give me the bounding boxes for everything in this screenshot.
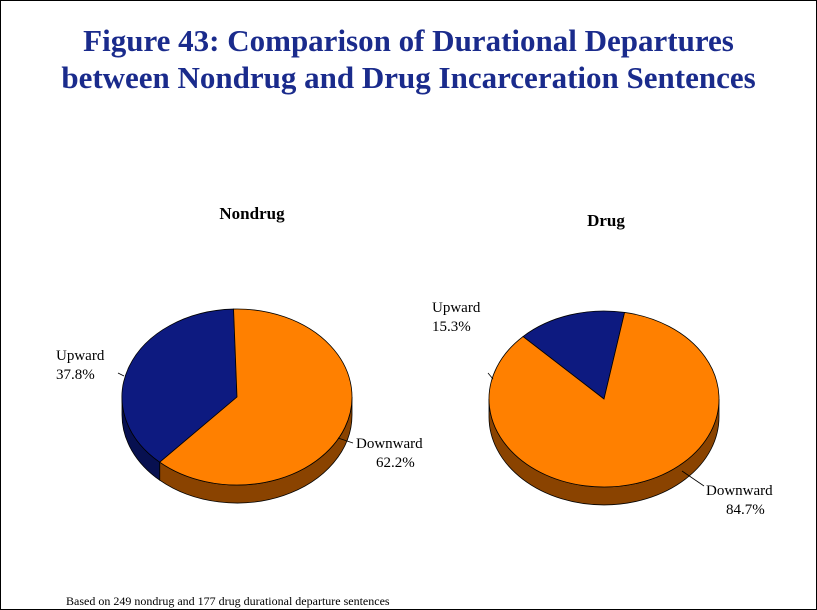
figure-title-line-1: Figure 43: Comparison of Durational Depa… <box>83 23 734 58</box>
footnote: Based on 249 nondrug and 177 drug durati… <box>66 594 390 608</box>
figure-title: Figure 43: Comparison of Durational Depa… <box>0 22 817 96</box>
pie-1-leader-1 <box>681 470 705 487</box>
pie-1-slice-upward <box>522 310 626 400</box>
pie-1-slice-downward <box>488 311 720 488</box>
pie-0-slice-upward <box>121 308 238 463</box>
pie-0-slice-downward <box>159 308 353 486</box>
pie-0-leader-0 <box>117 372 125 377</box>
pie-1-label-1: Downward 84.7% <box>706 483 773 518</box>
pie-1-label-0: Upward 15.3% <box>432 300 481 335</box>
pie-0-label-0: Upward 37.8% <box>56 348 105 383</box>
pie-1-leader-0 <box>487 372 494 380</box>
figure-title-line-2: between Nondrug and Drug Incarceration S… <box>61 60 756 95</box>
pie-1-title: Drug <box>587 211 625 230</box>
pie-0-label-1: Downward 62.2% <box>356 436 423 471</box>
pie-0-leader-1 <box>337 437 354 444</box>
pie-0-title: Nondrug <box>219 204 285 223</box>
